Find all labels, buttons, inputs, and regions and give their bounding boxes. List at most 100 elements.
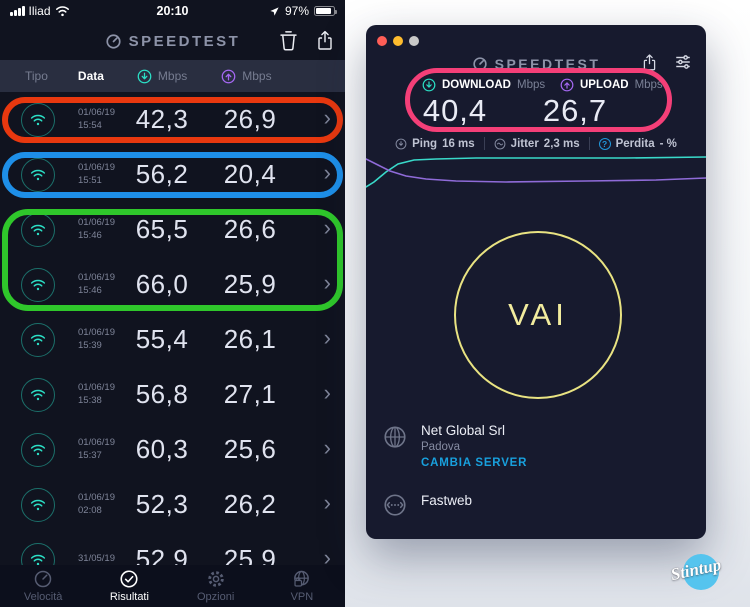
result-upload-value: 26,2 <box>223 489 277 519</box>
isp-name: Fastweb <box>421 493 473 508</box>
watermark-circle <box>683 554 719 590</box>
result-upload-value: 20,4 <box>223 159 277 189</box>
status-bar: Iliad 20:10 97% <box>0 0 345 22</box>
result-download-value: 52,3 <box>135 489 189 519</box>
go-button-label: VAI <box>508 297 568 332</box>
result-upload-value: 25,9 <box>223 269 277 299</box>
trash-button[interactable] <box>278 29 299 52</box>
speedtest-logo: SPEEDTEST <box>472 56 601 72</box>
result-upload-value: 27,1 <box>223 379 277 409</box>
tab-velocita[interactable]: Velocità <box>0 565 86 607</box>
result-labels: DOWNLOAD Mbps UPLOAD Mbps <box>366 78 706 94</box>
result-datetime: 01/06/19 15:46 <box>78 216 115 241</box>
result-datetime: 01/06/19 15:39 <box>78 326 115 351</box>
table-row[interactable]: 01/06/19 15:37 60,3 25,6 › <box>0 422 345 477</box>
download-unit: Mbps <box>517 79 546 91</box>
wifi-type-icon <box>21 432 55 467</box>
results-table-header: Tipo Data Mbps Mbps <box>0 60 345 92</box>
tab-label: VPN <box>290 591 314 603</box>
share-button[interactable] <box>315 29 335 52</box>
upload-value: 26,7 <box>542 93 608 128</box>
jitter-value: 2,3 ms <box>543 137 580 150</box>
gauge-icon <box>33 569 53 589</box>
macos-area: SPEEDTEST DOWNLOAD Mbps <box>345 0 750 607</box>
app-header: SPEEDTEST <box>0 22 345 60</box>
zoom-window-button[interactable] <box>409 36 419 46</box>
result-download-value: 56,2 <box>135 159 189 189</box>
loss-help-icon[interactable]: ? <box>598 137 611 150</box>
app-title: SPEEDTEST <box>128 32 241 50</box>
table-row[interactable]: 01/06/19 15:46 66,0 25,9 › <box>0 257 345 312</box>
result-datetime: 01/06/19 15:46 <box>78 271 115 296</box>
tab-bar: Velocità Risultati Opzioni VPN <box>0 565 345 607</box>
share-button[interactable] <box>641 53 658 72</box>
mac-app-title: SPEEDTEST <box>494 56 601 72</box>
chevron-right-icon: › <box>323 490 331 515</box>
battery-percent-label: 97% <box>284 4 309 18</box>
column-date-label: Data <box>77 69 104 83</box>
column-download-unit: Mbps <box>157 69 188 83</box>
wifi-type-icon <box>21 157 55 192</box>
table-row[interactable]: 01/06/19 15:51 56,2 20,4 › <box>0 147 345 202</box>
tab-opzioni[interactable]: Opzioni <box>173 565 259 607</box>
result-download-value: 66,0 <box>135 269 189 299</box>
wifi-type-icon <box>21 377 55 412</box>
result-upload-value: 25,6 <box>223 434 277 464</box>
chevron-right-icon: › <box>323 435 331 460</box>
result-datetime: 01/06/19 15:37 <box>78 436 115 461</box>
wifi-status-icon <box>55 5 70 17</box>
server-city: Padova <box>421 441 461 453</box>
graph-upload-line <box>366 158 706 183</box>
tab-label: Velocità <box>23 591 63 603</box>
ios-speedtest-app: Iliad 20:10 97% SPEEDTEST <box>0 0 345 607</box>
result-upload-value: 25,9 <box>223 544 277 565</box>
server-info: Net Global Srl Padova CAMBIA SERVER Fast… <box>382 423 527 518</box>
table-row[interactable]: 01/06/19 02:08 52,3 26,2 › <box>0 477 345 532</box>
ping-label: Ping <box>412 137 438 150</box>
jitter-label: Jitter <box>510 137 539 150</box>
result-datetime: 01/06/19 02:08 <box>78 491 115 516</box>
loss-label: Perdita <box>615 137 655 150</box>
upload-label: UPLOAD <box>580 79 629 91</box>
result-upload-value: 26,6 <box>223 214 277 244</box>
chevron-right-icon: › <box>323 105 331 130</box>
minimize-window-button[interactable] <box>393 36 403 46</box>
table-row[interactable]: 01/06/19 15:39 55,4 26,1 › <box>0 312 345 367</box>
preferences-sliders-icon[interactable] <box>674 53 692 72</box>
clock-label: 20:10 <box>156 4 189 18</box>
tab-vpn[interactable]: VPN <box>259 565 345 607</box>
macos-speedtest-window: SPEEDTEST DOWNLOAD Mbps <box>366 25 706 539</box>
window-controls <box>377 36 419 46</box>
tab-risultati[interactable]: Risultati <box>86 565 172 607</box>
graph-download-line <box>366 156 706 188</box>
result-download-value: 65,5 <box>135 214 189 244</box>
result-download-value: 60,3 <box>135 434 189 464</box>
column-type-label: Tipo <box>25 69 48 83</box>
loss-value: - % <box>659 137 677 150</box>
change-server-link[interactable]: CAMBIA SERVER <box>421 457 528 469</box>
go-button[interactable]: VAI <box>454 231 622 399</box>
carrier-label: Iliad <box>28 4 51 18</box>
chevron-right-icon: › <box>323 215 331 240</box>
table-row[interactable]: 31/05/19 52,9 25,9 › <box>0 532 345 565</box>
table-row[interactable]: 01/06/19 15:38 56,8 27,1 › <box>0 367 345 422</box>
table-row[interactable]: 01/06/19 15:46 65,5 26,6 › <box>0 202 345 257</box>
cellular-signal-icon <box>10 6 25 16</box>
result-upload-value: 26,1 <box>223 324 277 354</box>
check-circle-icon <box>119 569 139 589</box>
result-datetime: 31/05/19 <box>78 553 115 565</box>
upload-unit: Mbps <box>634 79 663 91</box>
result-upload-value: 26,9 <box>223 104 277 134</box>
server-provider: Net Global Srl <box>421 423 506 438</box>
table-row[interactable]: 01/06/19 15:54 42,3 26,9 › <box>0 92 345 147</box>
tab-label: Opzioni <box>196 591 235 603</box>
wifi-type-icon <box>21 322 55 357</box>
chevron-right-icon: › <box>323 325 331 350</box>
ping-icon <box>395 138 407 150</box>
stats-row: Ping 16 ms Jitter 2,3 ms ? Perdita - % <box>366 137 706 150</box>
result-download-value: 55,4 <box>135 324 189 354</box>
chevron-right-icon: › <box>323 545 331 566</box>
wifi-type-icon <box>21 267 55 302</box>
chevron-right-icon: › <box>323 270 331 295</box>
close-window-button[interactable] <box>377 36 387 46</box>
